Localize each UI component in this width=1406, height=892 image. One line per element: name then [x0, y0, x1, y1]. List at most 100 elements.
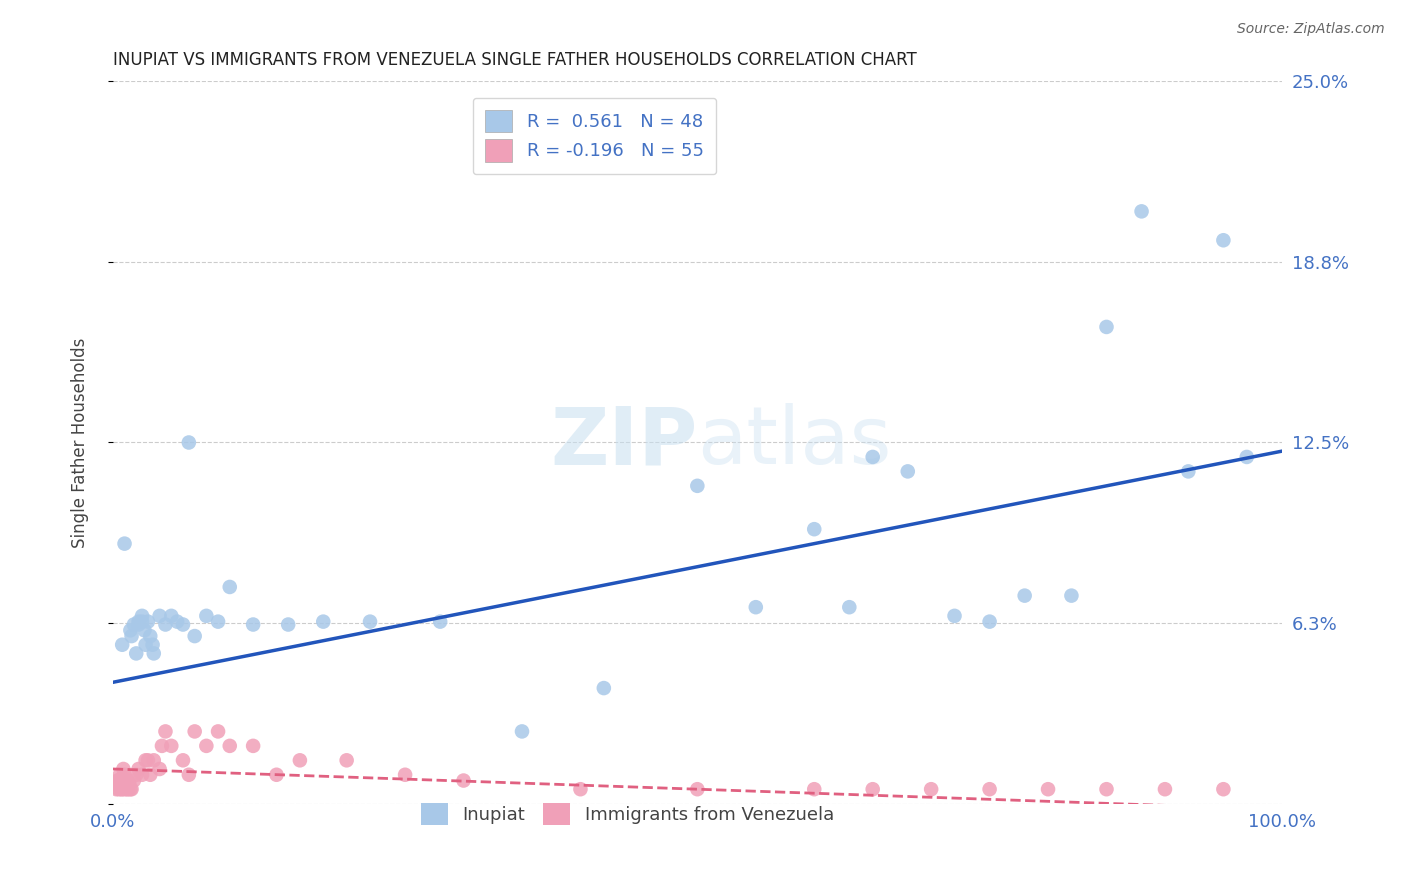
Point — [111, 771, 134, 785]
Point — [177, 768, 200, 782]
Point — [266, 768, 288, 782]
Point — [107, 773, 129, 788]
Point — [111, 638, 134, 652]
Point — [1036, 782, 1059, 797]
Point — [394, 768, 416, 782]
Point — [125, 768, 148, 782]
Point — [207, 724, 229, 739]
Point — [115, 773, 138, 788]
Point — [107, 773, 129, 788]
Point — [745, 600, 768, 615]
Point — [160, 608, 183, 623]
Point — [160, 739, 183, 753]
Point — [136, 615, 159, 629]
Point — [122, 773, 145, 788]
Point — [172, 753, 194, 767]
Point — [114, 536, 136, 550]
Point — [183, 629, 205, 643]
Point — [121, 782, 143, 797]
Point — [134, 624, 156, 638]
Point — [1095, 320, 1118, 334]
Point — [155, 724, 177, 739]
Point — [128, 762, 150, 776]
Point — [142, 753, 165, 767]
Point — [108, 768, 131, 782]
Point — [118, 776, 141, 790]
Point — [121, 629, 143, 643]
Point — [569, 782, 592, 797]
Point — [1212, 233, 1234, 247]
Point — [288, 753, 311, 767]
Text: INUPIAT VS IMMIGRANTS FROM VENEZUELA SINGLE FATHER HOUSEHOLDS CORRELATION CHART: INUPIAT VS IMMIGRANTS FROM VENEZUELA SIN… — [112, 51, 917, 69]
Point — [862, 782, 884, 797]
Point — [1060, 589, 1083, 603]
Point — [120, 782, 142, 797]
Legend: Inupiat, Immigrants from Venezuela: Inupiat, Immigrants from Venezuela — [412, 794, 842, 834]
Point — [686, 782, 709, 797]
Point — [131, 615, 153, 629]
Point — [336, 753, 359, 767]
Point — [131, 608, 153, 623]
Point — [112, 780, 135, 794]
Point — [166, 615, 188, 629]
Point — [120, 624, 142, 638]
Point — [686, 479, 709, 493]
Point — [136, 753, 159, 767]
Text: atlas: atlas — [697, 403, 891, 482]
Point — [1212, 782, 1234, 797]
Point — [115, 782, 138, 797]
Point — [142, 638, 165, 652]
Point — [1177, 464, 1199, 478]
Point — [139, 768, 162, 782]
Point — [592, 681, 614, 695]
Point — [142, 647, 165, 661]
Point — [207, 615, 229, 629]
Point — [277, 617, 299, 632]
Point — [1236, 450, 1258, 464]
Point — [107, 782, 129, 797]
Point — [218, 739, 240, 753]
Point — [242, 739, 264, 753]
Point — [1130, 204, 1153, 219]
Point — [135, 753, 157, 767]
Point — [110, 782, 132, 797]
Point — [312, 615, 335, 629]
Point — [195, 608, 218, 623]
Point — [979, 615, 1001, 629]
Point — [195, 739, 218, 753]
Point — [803, 782, 825, 797]
Point — [111, 782, 134, 797]
Point — [128, 617, 150, 632]
Text: ZIP: ZIP — [550, 403, 697, 482]
Point — [150, 739, 173, 753]
Point — [979, 782, 1001, 797]
Point — [105, 782, 128, 797]
Point — [803, 522, 825, 536]
Point — [114, 776, 136, 790]
Point — [218, 580, 240, 594]
Point — [135, 638, 157, 652]
Point — [359, 615, 381, 629]
Point — [453, 773, 475, 788]
Point — [1154, 782, 1177, 797]
Point — [114, 782, 136, 797]
Point — [242, 617, 264, 632]
Point — [117, 782, 139, 797]
Point — [131, 768, 153, 782]
Point — [1014, 589, 1036, 603]
Point — [128, 615, 150, 629]
Text: Source: ZipAtlas.com: Source: ZipAtlas.com — [1237, 22, 1385, 37]
Point — [125, 647, 148, 661]
Point — [838, 600, 860, 615]
Point — [897, 464, 920, 478]
Point — [155, 617, 177, 632]
Point — [172, 617, 194, 632]
Point — [149, 762, 172, 776]
Point — [943, 608, 966, 623]
Point — [1095, 782, 1118, 797]
Point — [920, 782, 942, 797]
Point — [110, 773, 132, 788]
Point — [183, 724, 205, 739]
Point — [112, 762, 135, 776]
Point — [139, 629, 162, 643]
